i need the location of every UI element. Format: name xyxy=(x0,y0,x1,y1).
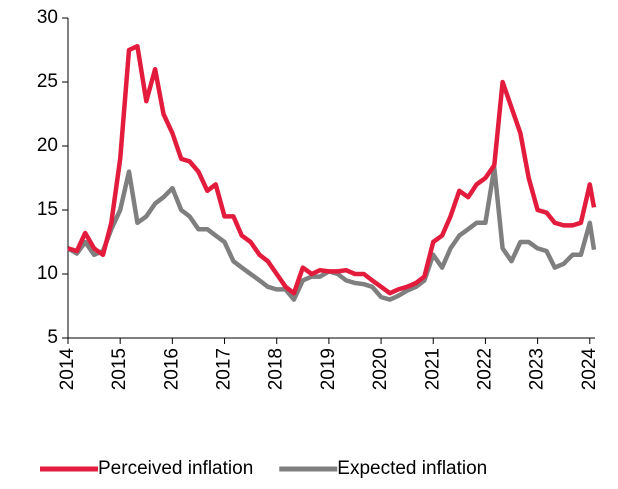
x-tick-label: 2019 xyxy=(318,348,339,390)
x-tick-label: 2015 xyxy=(109,348,130,390)
x-tick-label: 2016 xyxy=(161,348,182,390)
y-tick-label: 25 xyxy=(37,71,58,92)
legend-label: Perceived inflation xyxy=(98,458,253,479)
series-line xyxy=(67,43,597,296)
x-tick-label: 2021 xyxy=(422,348,443,390)
y-tick-label: 5 xyxy=(47,327,58,348)
x-tick-label: 2024 xyxy=(579,348,600,391)
x-tick-label: 2023 xyxy=(527,348,548,390)
series-line xyxy=(66,165,597,302)
x-tick-label: 2017 xyxy=(214,348,235,390)
x-tick-label: 2018 xyxy=(266,348,287,390)
y-tick-label: 15 xyxy=(37,199,58,220)
x-tick-label: 2020 xyxy=(370,348,391,390)
x-tick-label: 2014 xyxy=(57,348,78,391)
y-tick-label: 30 xyxy=(37,7,58,28)
x-tick-label: 2022 xyxy=(474,348,495,390)
y-tick-label: 10 xyxy=(37,263,58,284)
y-tick-label: 20 xyxy=(37,135,58,156)
legend-label: Expected inflation xyxy=(337,458,487,479)
